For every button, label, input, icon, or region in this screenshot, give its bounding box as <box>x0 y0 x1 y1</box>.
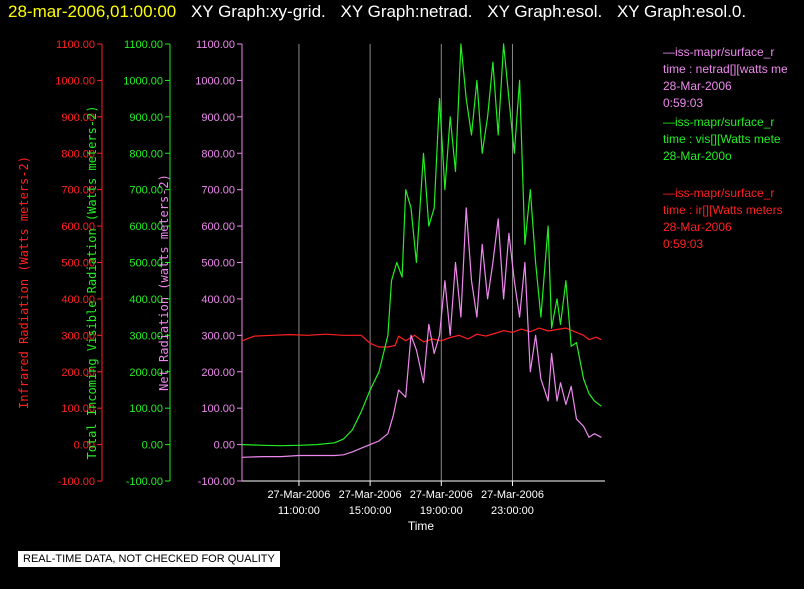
y-tick-label: 200.00 <box>201 367 235 379</box>
x-tick-time-label: 19:00:00 <box>420 505 463 517</box>
y-tick-label: 500.00 <box>129 258 163 270</box>
legend-ir[interactable]: —iss-mapr/surface_r time : ir[][Watts me… <box>663 185 804 253</box>
x-tick-date-label: 27-Mar-2006 <box>339 489 402 501</box>
y-tick-label: 400.00 <box>61 294 95 306</box>
legend-netrad[interactable]: —iss-mapr/surface_r time : netrad[][watt… <box>663 44 804 112</box>
x-tick-time-label: 15:00:00 <box>349 505 392 517</box>
y-tick-label: 1100.00 <box>196 39 235 51</box>
x-tick-time-label: 11:00:00 <box>278 505 320 517</box>
legend-vis-source: —iss-mapr/surface_r <box>663 115 775 129</box>
legend-ir-source: —iss-mapr/surface_r <box>663 186 775 200</box>
graph-title-esol0: XY Graph:esol.0. <box>616 2 747 21</box>
y-tick-label: 400.00 <box>129 294 163 306</box>
header-bar: 28-mar-2006,01:00:00 XY Graph:xy-grid. X… <box>8 2 756 24</box>
header-timestamp: 28-mar-2006,01:00:00 <box>8 2 177 21</box>
y-axis-title: Infrared Radiation (Watts meters-2) <box>17 156 31 409</box>
y-tick-label: 500.00 <box>201 258 235 270</box>
graph-title-xy-grid: XY Graph:xy-grid. <box>190 2 326 21</box>
y-tick-label: 400.00 <box>201 294 235 306</box>
y-tick-label: 100.00 <box>61 403 95 415</box>
series-line-ir <box>241 327 602 348</box>
legend-ir-time: 0:59:03 <box>663 237 704 251</box>
y-tick-label: 0.00 <box>214 440 235 452</box>
y-tick-label: 700.00 <box>201 185 235 197</box>
y-tick-label: 700.00 <box>129 185 163 197</box>
series-line-netrad <box>241 207 602 458</box>
y-tick-label: 1000.00 <box>195 75 235 87</box>
y-tick-label: 500.00 <box>61 258 95 270</box>
y-tick-label: -100.00 <box>58 476 95 488</box>
y-tick-label: 1100.00 <box>124 39 163 51</box>
x-tick-date-label: 27-Mar-2006 <box>410 489 473 501</box>
y-axis-title: Total Incoming Visible Radiation (Watts … <box>85 105 99 459</box>
y-tick-label: 800.00 <box>129 148 163 160</box>
x-tick-date-label: 27-Mar-2006 <box>267 489 330 501</box>
legend-ir-variable: time : ir[][Watts meters <box>663 203 783 217</box>
y-tick-label: 1000.00 <box>123 75 163 87</box>
y-tick-label: 600.00 <box>201 221 235 233</box>
y-tick-label: 1000.00 <box>55 75 95 87</box>
y-tick-label: 1100.00 <box>56 39 95 51</box>
graph-title-esol: XY Graph:esol. <box>487 2 603 21</box>
legend-netrad-variable: time : netrad[][watts me <box>663 62 788 76</box>
quality-warning-label: REAL-TIME DATA, NOT CHECKED FOR QUALITY <box>18 551 280 567</box>
y-tick-label: 800.00 <box>61 148 95 160</box>
x-tick-date-label: 27-Mar-2006 <box>481 489 544 501</box>
y-axis-title: Net Radiation (watts meters-2) <box>157 174 171 391</box>
series-line-vis <box>241 43 602 447</box>
y-tick-label: 900.00 <box>61 112 95 124</box>
legend-vis-date: 28-Mar-200o <box>663 149 732 163</box>
legend-netrad-source: —iss-mapr/surface_r <box>663 45 775 59</box>
legend-ir-date: 28-Mar-2006 <box>663 220 732 234</box>
y-tick-label: 800.00 <box>201 148 235 160</box>
x-tick-time-label: 23:00:00 <box>491 505 534 517</box>
y-tick-label: 100.00 <box>201 403 235 415</box>
y-tick-label: 100.00 <box>129 403 163 415</box>
y-tick-label: 200.00 <box>61 367 95 379</box>
y-tick-label: 900.00 <box>201 112 235 124</box>
y-tick-label: -100.00 <box>126 476 163 488</box>
graph-title-netrad: XY Graph:netrad. <box>340 2 473 21</box>
y-tick-label: 0.00 <box>142 440 163 452</box>
legend-netrad-date: 28-Mar-2006 <box>663 79 732 93</box>
y-tick-label: -100.00 <box>198 476 235 488</box>
x-axis-title: Time <box>408 519 435 533</box>
y-tick-label: 300.00 <box>129 330 163 342</box>
y-tick-label: 600.00 <box>129 221 163 233</box>
y-tick-label: 300.00 <box>61 330 95 342</box>
y-tick-label: 700.00 <box>61 185 95 197</box>
y-tick-label: 300.00 <box>201 330 235 342</box>
y-tick-label: 600.00 <box>61 221 95 233</box>
legend-vis[interactable]: —iss-mapr/surface_r time : vis[][Watts m… <box>663 114 804 165</box>
legend-netrad-time: 0:59:03 <box>663 96 704 110</box>
legend-vis-variable: time : vis[][Watts mete <box>663 132 781 146</box>
y-tick-label: 900.00 <box>129 112 163 124</box>
y-tick-label: 200.00 <box>129 367 163 379</box>
y-tick-label: 0.00 <box>74 440 95 452</box>
